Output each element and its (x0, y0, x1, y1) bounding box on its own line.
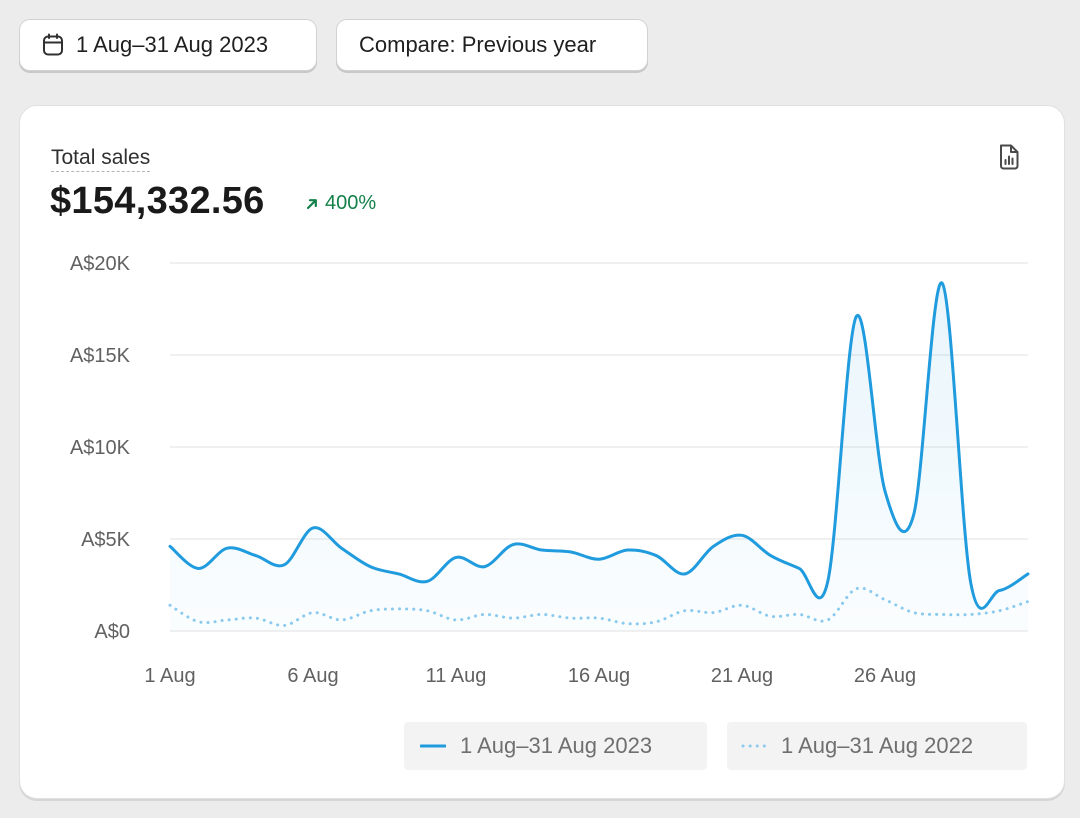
x-tick-label: 1 Aug (144, 665, 195, 687)
arrow-up-right-icon (306, 198, 317, 209)
change-percent: 400% (325, 192, 377, 214)
metric-title[interactable]: Total sales (51, 146, 151, 172)
legend-label-previous: 1 Aug–31 Aug 2022 (781, 733, 974, 758)
legend-label-current: 1 Aug–31 Aug 2023 (460, 733, 653, 758)
legend-item-previous[interactable]: 1 Aug–31 Aug 2022 (727, 722, 1027, 770)
change-indicator: 400% (305, 192, 376, 215)
x-tick-label: 6 Aug (287, 665, 338, 687)
sales-card: Total sales $154,332.56 400% A$0 A$5K A$10… (19, 105, 1065, 799)
legend-item-current[interactable]: 1 Aug–31 Aug 2023 (404, 722, 707, 770)
series-line-current (168, 281, 1030, 610)
report-icon[interactable] (994, 142, 1024, 172)
legend-dotted-line-icon (741, 744, 767, 748)
y-tick-label: A$0 (94, 621, 130, 643)
sales-chart: A$0 A$5K A$10K A$15K A$20K 1 Aug 6 Aug 11 Aug 16… (70, 253, 1030, 687)
y-tick-label: A$10K (70, 437, 131, 459)
x-tick-label: 11 Aug (426, 665, 487, 687)
x-tick-label: 16 Aug (568, 665, 630, 687)
y-tick-label: A$5K (81, 529, 131, 551)
x-tick-label: 26 Aug (854, 665, 916, 687)
y-tick-label: A$20K (70, 253, 131, 275)
compare-button[interactable]: Compare: Previous year (336, 19, 648, 71)
date-range-label: 1 Aug–31 Aug 2023 (76, 32, 269, 57)
x-tick-label: 21 Aug (711, 665, 773, 687)
metric-value: $154,332.56 (50, 180, 265, 222)
calendar-icon (40, 32, 66, 58)
legend-solid-line-icon (420, 744, 446, 748)
series-area-current (170, 282, 1028, 631)
y-tick-label: A$15K (70, 345, 131, 367)
date-range-button[interactable]: 1 Aug–31 Aug 2023 (19, 19, 317, 71)
compare-label: Compare: Previous year (359, 32, 597, 57)
